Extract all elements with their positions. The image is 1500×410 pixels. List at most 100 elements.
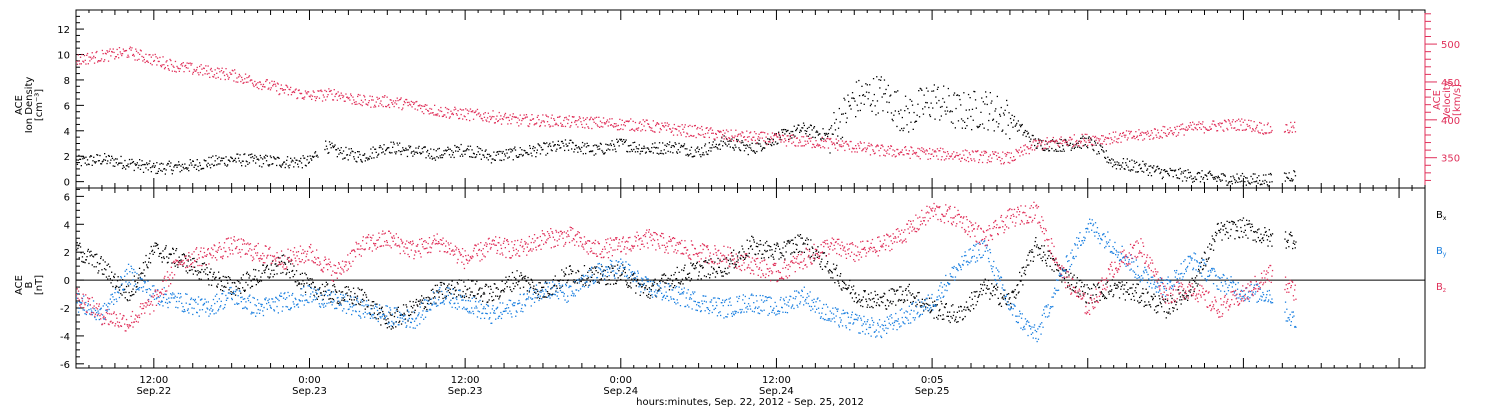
data-point	[611, 267, 613, 269]
data-point	[781, 254, 783, 256]
data-point	[776, 242, 778, 244]
data-point	[1206, 175, 1208, 177]
data-point	[328, 151, 330, 154]
data-point	[1004, 109, 1006, 111]
data-point	[227, 75, 229, 77]
data-point	[484, 112, 486, 114]
data-point	[543, 286, 545, 288]
data-point	[220, 78, 222, 80]
data-point	[1103, 140, 1105, 142]
data-point	[396, 308, 398, 310]
data-point	[227, 282, 229, 284]
data-point	[801, 237, 803, 239]
data-point	[123, 166, 125, 168]
data-point	[978, 295, 980, 297]
data-point	[377, 154, 379, 156]
data-point	[1108, 137, 1110, 140]
data-point	[631, 274, 634, 276]
data-point	[831, 133, 833, 135]
data-point	[665, 124, 667, 127]
data-point	[722, 129, 724, 132]
data-point	[587, 271, 589, 273]
data-point	[1037, 142, 1039, 145]
data-point	[1094, 135, 1097, 138]
data-point	[197, 165, 199, 168]
data-point	[564, 139, 567, 141]
data-point	[471, 111, 473, 113]
data-point	[364, 96, 366, 98]
data-point	[1095, 139, 1097, 141]
data-point	[546, 282, 548, 285]
data-point	[206, 73, 208, 75]
data-point	[556, 287, 558, 289]
data-point	[550, 149, 552, 151]
data-point	[163, 68, 166, 70]
data-point	[820, 261, 822, 263]
data-point	[1199, 272, 1201, 274]
data-point	[574, 144, 577, 147]
data-point	[1008, 293, 1010, 295]
data-point	[349, 298, 351, 300]
data-point	[258, 159, 260, 161]
data-point	[1111, 279, 1113, 281]
data-point	[269, 273, 272, 275]
data-point	[486, 157, 488, 159]
data-point	[483, 156, 486, 158]
data-point	[590, 269, 592, 271]
data-point	[876, 144, 879, 146]
data-point	[402, 104, 405, 106]
data-point	[411, 151, 413, 153]
data-point	[571, 116, 574, 118]
data-point	[679, 125, 681, 128]
data-point	[917, 147, 919, 150]
data-point	[117, 53, 119, 56]
data-point	[653, 131, 655, 133]
data-point	[838, 282, 840, 284]
data-point	[367, 299, 370, 301]
data-point	[526, 152, 528, 154]
data-point	[195, 164, 197, 166]
data-point	[953, 311, 955, 313]
data-point	[326, 284, 328, 286]
data-point	[414, 108, 416, 110]
data-point	[83, 54, 86, 57]
data-point	[650, 294, 652, 297]
data-point	[864, 95, 866, 97]
data-point	[342, 150, 345, 152]
data-point	[223, 162, 226, 165]
data-point	[342, 297, 344, 299]
data-point	[169, 58, 171, 61]
data-point	[1238, 177, 1240, 179]
data-point	[1211, 174, 1213, 176]
data-point	[1264, 179, 1266, 182]
data-point	[674, 142, 676, 144]
data-point	[1146, 168, 1149, 170]
data-point	[830, 125, 833, 127]
data-point	[388, 151, 391, 153]
data-point	[1091, 287, 1093, 290]
data-point	[497, 288, 499, 290]
data-point	[775, 247, 777, 250]
data-point	[224, 276, 226, 278]
data-point	[607, 125, 609, 127]
data-point	[794, 251, 796, 254]
data-point	[170, 162, 172, 164]
data-point	[372, 305, 374, 307]
data-point	[430, 289, 433, 291]
data-point	[1100, 145, 1102, 147]
data-point	[551, 287, 553, 289]
data-point	[242, 82, 244, 84]
data-point	[698, 271, 700, 273]
data-point	[1035, 246, 1038, 248]
data-point	[1271, 233, 1274, 235]
data-point	[366, 157, 368, 159]
data-point	[1078, 140, 1080, 142]
data-point	[550, 145, 552, 147]
data-point	[142, 262, 145, 264]
data-point	[1001, 158, 1003, 160]
data-point	[373, 301, 375, 303]
data-point	[915, 295, 918, 297]
data-point	[225, 276, 228, 279]
data-point	[1189, 122, 1191, 124]
data-point	[280, 166, 282, 168]
